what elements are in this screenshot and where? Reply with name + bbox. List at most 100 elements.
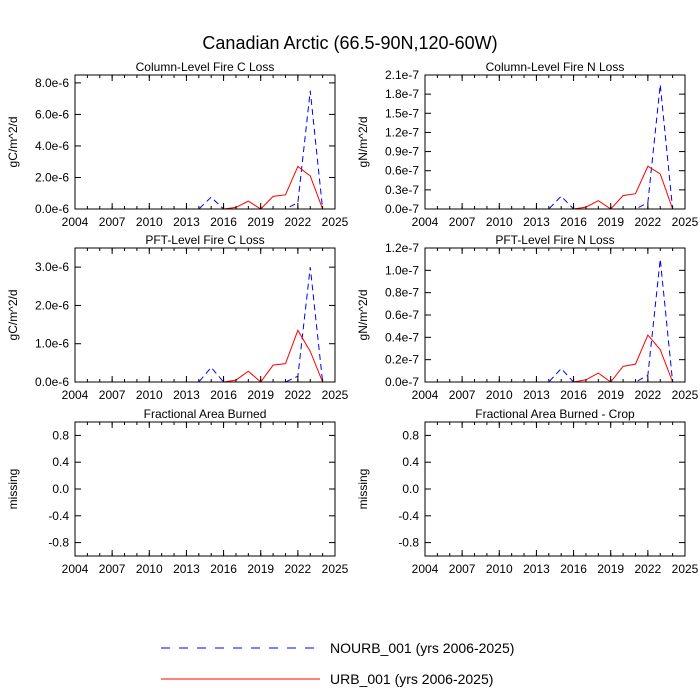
x-tick-label: 2013 [523, 388, 550, 402]
x-tick-label: 2010 [136, 215, 163, 229]
x-tick-label: 2022 [635, 562, 662, 576]
x-tick-label: 2010 [486, 562, 513, 576]
y-axis-label: missing [6, 469, 20, 510]
y-tick-label: 8.0e-6 [35, 76, 69, 90]
x-tick-label: 2010 [486, 215, 513, 229]
x-tick-label: 2025 [672, 388, 699, 402]
x-tick-label: 2013 [173, 388, 200, 402]
series-line-nourb_001 [449, 84, 685, 209]
panel-3: PFT-Level Fire C Loss gC/m^2/d 2004 2007 201… [6, 233, 349, 402]
panel-5: Fractional Area Burned missing 2004 2007 201… [6, 407, 349, 576]
x-tick-label: 2022 [285, 388, 312, 402]
x-tick-label: 2010 [486, 388, 513, 402]
x-tick-label: 2016 [210, 388, 237, 402]
y-tick-label: 0.0 [52, 482, 69, 496]
panel-title: Fractional Area Burned [144, 407, 267, 421]
x-tick-label: 2013 [173, 215, 200, 229]
y-tick-label: -0.4 [398, 509, 419, 523]
x-tick-label: 2004 [412, 388, 439, 402]
y-axis-label: missing [356, 469, 370, 510]
x-tick-label: 2010 [136, 562, 163, 576]
panel-6: Fractional Area Burned - Crop missing 2004… [356, 407, 699, 576]
x-tick-label: 2004 [62, 562, 89, 576]
series-line-urb_001 [99, 329, 335, 382]
y-tick-label: -0.8 [48, 536, 69, 550]
legend-label-2: URB_001 (yrs 2006-2025) [330, 671, 493, 687]
y-tick-label: 0.8 [52, 428, 69, 442]
y-tick-label: 3.0e-6 [35, 260, 69, 274]
panel-title: PFT-Level Fire N Loss [495, 233, 614, 247]
y-tick-label: 4.0e-6 [35, 139, 69, 153]
x-tick-label: 2004 [62, 388, 89, 402]
x-tick-label: 2022 [285, 562, 312, 576]
y-tick-label: 0.8 [402, 428, 419, 442]
plot-frame [74, 74, 336, 210]
y-tick-label: -0.8 [398, 536, 419, 550]
y-tick-label: 0.0e-7 [385, 375, 419, 389]
y-tick-label: 0.2e-7 [385, 353, 419, 367]
y-tick-label: 0.8e-7 [385, 286, 419, 300]
panel-4: PFT-Level Fire N Loss gN/m^2/d 2004 2007 201… [356, 233, 699, 402]
x-tick-label: 2016 [560, 215, 587, 229]
y-tick-label: 2.1e-7 [385, 68, 419, 82]
y-axis-label: gN/m^2/d [356, 290, 370, 341]
panel-1: Column-Level Fire C Loss gC/m^2/d 2004 2007… [6, 60, 349, 229]
x-tick-label: 2025 [322, 562, 349, 576]
x-tick-label: 2025 [322, 388, 349, 402]
y-tick-label: 0.6e-7 [385, 308, 419, 322]
x-tick-label: 2004 [412, 215, 439, 229]
y-tick-label: -0.4 [48, 509, 69, 523]
x-tick-label: 2007 [99, 388, 126, 402]
x-tick-label: 2019 [247, 215, 274, 229]
y-tick-label: 0.0e-6 [35, 375, 69, 389]
x-tick-label: 2016 [210, 562, 237, 576]
y-axis-label: gC/m^2/d [6, 290, 20, 341]
x-tick-label: 2016 [560, 562, 587, 576]
series-line-nourb_001 [449, 259, 685, 382]
y-tick-label: 0.0e-7 [385, 202, 419, 216]
x-tick-label: 2004 [412, 562, 439, 576]
x-tick-label: 2022 [635, 215, 662, 229]
x-tick-label: 2007 [449, 388, 476, 402]
panel-title: Column-Level Fire N Loss [486, 60, 625, 74]
y-tick-label: 0.4e-7 [385, 330, 419, 344]
y-tick-label: 6.0e-6 [35, 107, 69, 121]
x-tick-label: 2013 [523, 215, 550, 229]
y-tick-label: 0.4 [402, 455, 419, 469]
x-tick-label: 2025 [672, 562, 699, 576]
y-tick-label: 1.8e-7 [385, 87, 419, 101]
x-tick-label: 2013 [523, 562, 550, 576]
x-tick-label: 2019 [597, 562, 624, 576]
panel-title: Fractional Area Burned - Crop [475, 407, 635, 421]
y-tick-label: 2.0e-6 [35, 298, 69, 312]
x-tick-label: 2013 [173, 562, 200, 576]
x-tick-label: 2010 [136, 388, 163, 402]
legend-label-1: NOURB_001 (yrs 2006-2025) [330, 640, 514, 656]
y-tick-label: 0.0e-6 [35, 202, 69, 216]
y-tick-label: 0.3e-7 [385, 183, 419, 197]
x-tick-label: 2022 [635, 388, 662, 402]
y-tick-label: 1.0e-6 [35, 337, 69, 351]
x-tick-label: 2016 [210, 215, 237, 229]
figure-title: Canadian Arctic (66.5-90N,120-60W) [202, 33, 497, 53]
x-tick-label: 2004 [62, 215, 89, 229]
series-line-urb_001 [449, 165, 685, 209]
x-tick-label: 2007 [449, 215, 476, 229]
x-tick-label: 2019 [247, 388, 274, 402]
series-line-nourb_001 [99, 90, 335, 209]
series-line-urb_001 [99, 165, 335, 209]
x-tick-label: 2007 [99, 215, 126, 229]
y-axis-label: gN/m^2/d [356, 117, 370, 168]
panel-title: Column-Level Fire C Loss [136, 60, 275, 74]
plot-frame [424, 247, 686, 383]
series-line-nourb_001 [99, 267, 335, 382]
series-line-urb_001 [449, 334, 685, 382]
plot-frame [74, 247, 336, 383]
x-tick-label: 2019 [597, 388, 624, 402]
x-tick-label: 2016 [560, 388, 587, 402]
y-tick-label: 1.2e-7 [385, 125, 419, 139]
y-axis-label: gC/m^2/d [6, 117, 20, 168]
x-tick-label: 2025 [322, 215, 349, 229]
panel-title: PFT-Level Fire C Loss [145, 233, 264, 247]
y-tick-label: 2.0e-6 [35, 170, 69, 184]
